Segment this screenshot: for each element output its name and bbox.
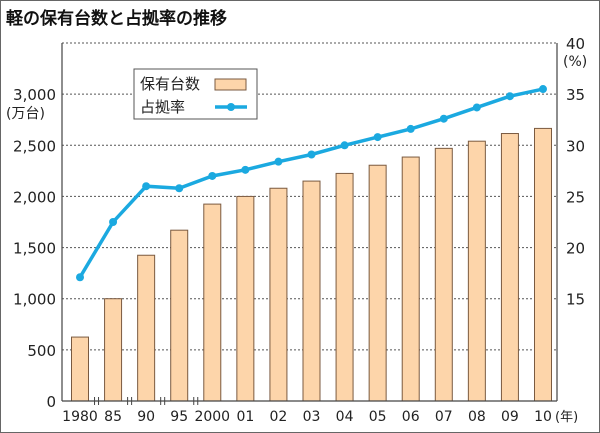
rate-point-06 bbox=[406, 124, 415, 133]
x-tick-label: 85 bbox=[104, 409, 122, 425]
left-tick-label: 2,000 bbox=[13, 188, 56, 206]
x-tick-label: 05 bbox=[369, 409, 387, 425]
x-tick-label: 09 bbox=[501, 409, 519, 425]
legend-label-bars: 保有台数 bbox=[140, 75, 200, 93]
bar-02 bbox=[269, 187, 288, 402]
bar-85 bbox=[104, 298, 123, 402]
rate-point-01 bbox=[241, 165, 250, 174]
x-tick-label: 08 bbox=[468, 409, 486, 425]
rate-point-03 bbox=[307, 150, 316, 159]
x-tick-label: 07 bbox=[435, 409, 453, 425]
x-tick-label: 90 bbox=[137, 409, 155, 425]
bar-90 bbox=[137, 254, 156, 402]
bar-1980 bbox=[71, 336, 89, 402]
right-tick-label: 40 bbox=[566, 35, 585, 53]
rate-point-08 bbox=[472, 103, 481, 112]
x-tick-label: 1980 bbox=[62, 409, 98, 425]
left-tick-label: 2,500 bbox=[13, 137, 56, 155]
x-tick-label: 95 bbox=[170, 409, 188, 425]
x-tick-label: 01 bbox=[236, 409, 254, 425]
rate-point-85 bbox=[109, 218, 118, 226]
x-tick-label: 04 bbox=[336, 409, 354, 425]
bar-95 bbox=[170, 229, 189, 402]
left-tick-label: 1,000 bbox=[13, 291, 56, 309]
bar-01 bbox=[236, 195, 255, 402]
left-axis-unit: (万台) bbox=[6, 106, 45, 122]
legend-label-line: 占拠率 bbox=[140, 98, 185, 116]
left-tick-label: 0 bbox=[46, 393, 56, 411]
x-tick-label: 2000 bbox=[194, 409, 230, 425]
rate-point-2000 bbox=[208, 171, 217, 180]
left-tick-label: 1,500 bbox=[13, 240, 56, 258]
rate-point-09 bbox=[505, 92, 514, 101]
rate-point-90 bbox=[142, 182, 151, 191]
x-tick-label: 02 bbox=[270, 409, 288, 425]
right-axis-unit: (%) bbox=[563, 54, 587, 70]
chart-title: 軽の保有台数と占拠率の推移 bbox=[6, 9, 227, 29]
bar-2000 bbox=[203, 203, 222, 402]
legend-box bbox=[133, 68, 258, 120]
right-tick-label: 20 bbox=[566, 240, 585, 258]
rate-point-1980 bbox=[76, 273, 84, 282]
x-tick-label: 10 bbox=[534, 409, 552, 425]
rate-point-04 bbox=[340, 141, 349, 150]
right-tick-label: 30 bbox=[566, 137, 585, 155]
x-tick-label: 03 bbox=[303, 409, 321, 425]
bar-03 bbox=[302, 180, 321, 402]
x-axis-unit: (年) bbox=[555, 410, 578, 425]
x-tick-label: 06 bbox=[402, 409, 420, 425]
bar-04 bbox=[335, 172, 354, 402]
rate-point-95 bbox=[175, 184, 184, 193]
bar-10 bbox=[534, 127, 552, 402]
right-tick-label: 25 bbox=[566, 188, 585, 206]
left-tick-label: 500 bbox=[27, 342, 56, 360]
left-tick-label: 3,000 bbox=[13, 86, 56, 104]
right-tick-label: 15 bbox=[566, 291, 585, 309]
bar-06 bbox=[401, 156, 420, 402]
rate-point-02 bbox=[274, 157, 283, 166]
legend-swatch-point bbox=[227, 103, 235, 111]
rate-point-07 bbox=[439, 114, 448, 123]
rate-point-10 bbox=[539, 85, 547, 94]
bar-07 bbox=[434, 147, 453, 402]
bar-08 bbox=[467, 140, 486, 402]
rate-point-05 bbox=[373, 133, 382, 142]
bar-09 bbox=[500, 133, 519, 402]
legend-swatch-bars bbox=[214, 78, 247, 91]
bar-05 bbox=[368, 164, 387, 402]
right-tick-label: 35 bbox=[566, 86, 585, 104]
